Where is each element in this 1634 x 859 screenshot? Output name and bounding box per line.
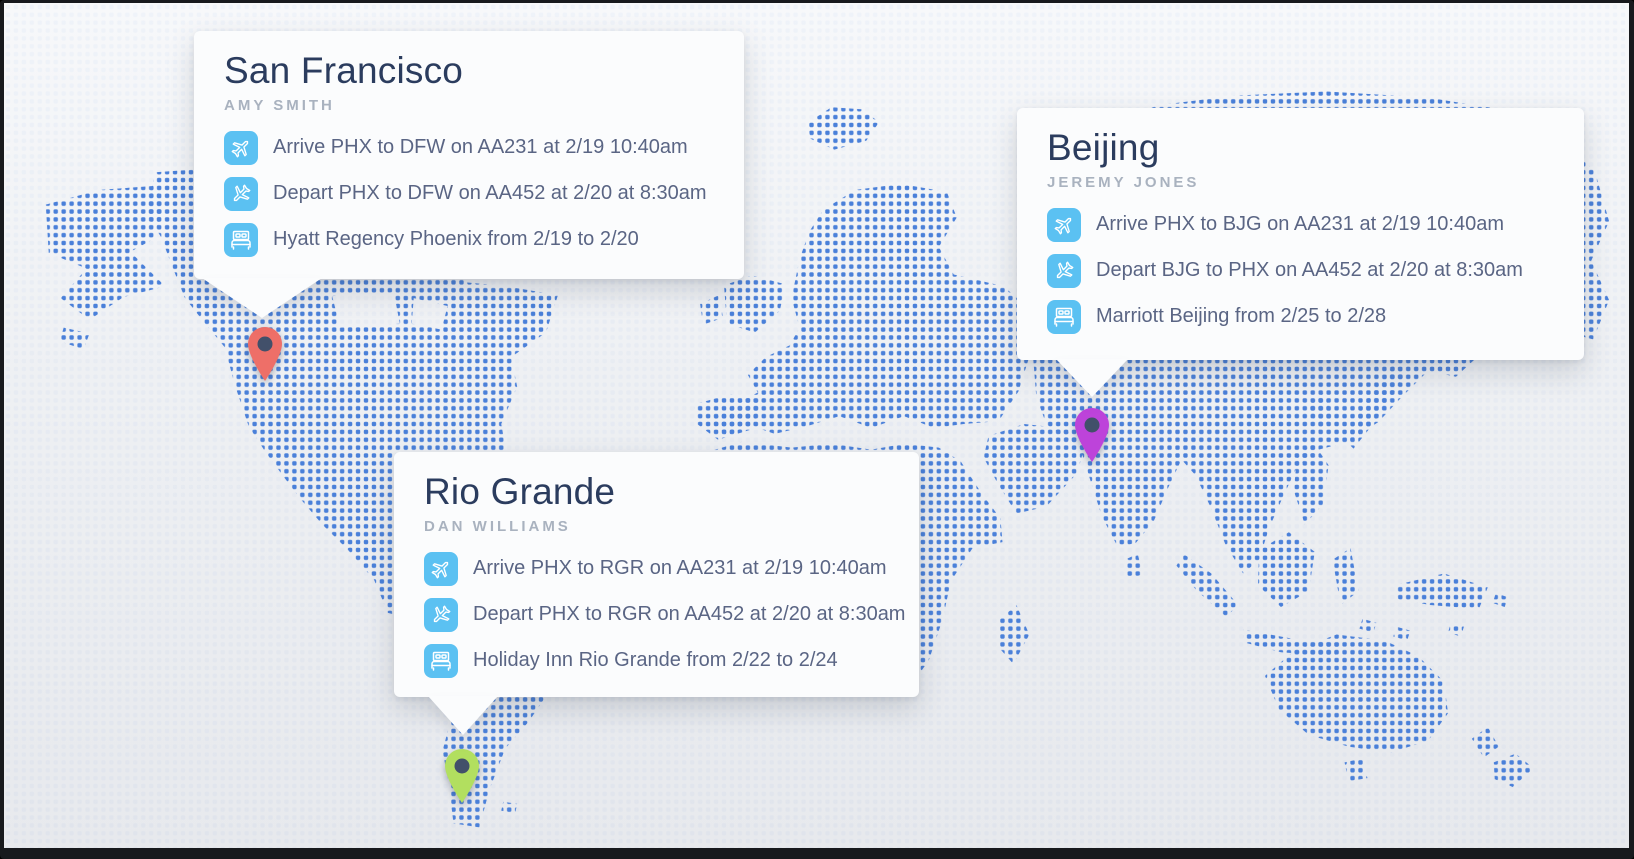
hotel-bed-icon xyxy=(424,643,458,678)
card-traveler-name: JEREMY JONES xyxy=(1047,173,1200,191)
itinerary-item-text: Marriott Beijing from 2/25 to 2/28 xyxy=(1096,305,1387,328)
island-japan xyxy=(1344,363,1406,449)
island-sumatra xyxy=(1176,553,1239,617)
itinerary-item-arrive: Arrive PHX to RGR on AA231 at 2/19 10:40… xyxy=(424,551,919,586)
itinerary-item-hotel: Marriott Beijing from 2/25 to 2/28 xyxy=(1047,299,1584,334)
plane-landing-icon xyxy=(224,176,258,211)
hotel-bed-icon xyxy=(1047,299,1081,334)
itinerary-item-text: Arrive PHX to DFW on AA231 at 2/19 10:40… xyxy=(273,136,688,159)
pin-body xyxy=(248,327,282,381)
islands-new-zealand xyxy=(1471,727,1534,788)
island-sulawesi xyxy=(1332,547,1359,606)
continent-australia xyxy=(1265,634,1449,753)
itinerary-item-arrive: Arrive PHX to BJG on AA231 at 2/19 10:40… xyxy=(1047,207,1584,242)
card-traveler-name: AMY SMITH xyxy=(224,96,335,114)
itinerary-item-text: Holiday Inn Rio Grande from 2/22 to 2/24 xyxy=(473,649,838,672)
island-borneo xyxy=(1258,532,1315,607)
card-traveler-name: DAN WILLIAMS xyxy=(424,517,571,535)
itinerary-item-hotel: Holiday Inn Rio Grande from 2/22 to 2/24 xyxy=(424,643,919,678)
card-pointer-tail xyxy=(428,696,498,735)
continent-alaska xyxy=(45,185,167,320)
island-sri-lanka xyxy=(1124,553,1143,579)
card-pointer-tail xyxy=(1056,359,1128,397)
peninsula-korea xyxy=(1307,392,1334,431)
islands-philippines xyxy=(1293,441,1329,525)
itinerary-item-text: Depart BJG to PHX on AA452 at 2/20 at 8:… xyxy=(1096,259,1523,282)
itinerary-item-depart: Depart BJG to PHX on AA452 at 2/20 at 8:… xyxy=(1047,253,1584,288)
itinerary-item-depart: Depart PHX to RGR on AA452 at 2/20 at 8:… xyxy=(424,597,919,632)
plane-takeoff-icon xyxy=(424,551,458,586)
itinerary-item-text: Hyatt Regency Phoenix from 2/19 to 2/20 xyxy=(273,228,639,251)
pin-dot xyxy=(257,336,273,352)
islands-bc xyxy=(59,327,90,350)
itinerary-list: Arrive PHX to DFW on AA231 at 2/19 10:40… xyxy=(224,130,744,257)
card-city-title: Rio Grande xyxy=(424,471,616,512)
map-pin-san-francisco[interactable] xyxy=(246,325,284,383)
peninsula-arabia xyxy=(983,424,1087,514)
itinerary-item-text: Arrive PHX to RGR on AA231 at 2/19 10:40… xyxy=(473,557,887,580)
card-city-title: Beijing xyxy=(1047,127,1160,168)
island-tasmania xyxy=(1344,758,1368,782)
itinerary-item-text: Arrive PHX to BJG on AA231 at 2/19 10:40… xyxy=(1096,213,1505,236)
itinerary-list: Arrive PHX to RGR on AA231 at 2/19 10:40… xyxy=(424,551,919,678)
hotel-bed-icon xyxy=(224,222,258,257)
plane-landing-icon xyxy=(1047,253,1081,288)
map-pin-rio-grande[interactable] xyxy=(443,747,481,805)
plane-takeoff-icon xyxy=(224,130,258,165)
card-pointer-tail xyxy=(202,278,322,318)
pin-body xyxy=(1075,408,1109,462)
island-new-guinea xyxy=(1394,573,1488,609)
itinerary-item-arrive: Arrive PHX to DFW on AA231 at 2/19 10:40… xyxy=(224,130,744,165)
itinerary-card-san-francisco: San Francisco AMY SMITH Arrive PHX to DF… xyxy=(194,31,744,318)
pin-dot xyxy=(454,758,470,774)
itinerary-card-beijing: Beijing JEREMY JONES Arrive PHX to BJG o… xyxy=(1017,108,1584,397)
islands-pacific xyxy=(1359,593,1508,641)
island-iceland xyxy=(807,107,880,150)
map-pin-beijing[interactable] xyxy=(1073,406,1111,464)
itinerary-card-rio-grande: Rio Grande DAN WILLIAMS Arrive PHX to RG… xyxy=(394,452,919,735)
island-ireland xyxy=(700,295,724,325)
plane-landing-icon xyxy=(424,597,458,632)
card-city-title: San Francisco xyxy=(224,50,464,91)
pin-body xyxy=(445,749,479,803)
island-madagascar xyxy=(998,605,1030,665)
itinerary-item-text: Depart PHX to RGR on AA452 at 2/20 at 8:… xyxy=(473,603,906,626)
itinerary-item-depart: Depart PHX to DFW on AA452 at 2/20 at 8:… xyxy=(224,176,744,211)
islands-falkland xyxy=(501,801,518,814)
continent-europe xyxy=(712,184,1033,436)
peninsula-iberia xyxy=(694,394,762,440)
pin-dot xyxy=(1084,417,1100,433)
itinerary-item-hotel: Hyatt Regency Phoenix from 2/19 to 2/20 xyxy=(224,222,744,257)
itinerary-item-text: Depart PHX to DFW on AA452 at 2/20 at 8:… xyxy=(273,182,707,205)
island-great-britain xyxy=(724,275,786,333)
plane-takeoff-icon xyxy=(1047,207,1081,242)
itinerary-list: Arrive PHX to BJG on AA231 at 2/19 10:40… xyxy=(1047,207,1584,334)
